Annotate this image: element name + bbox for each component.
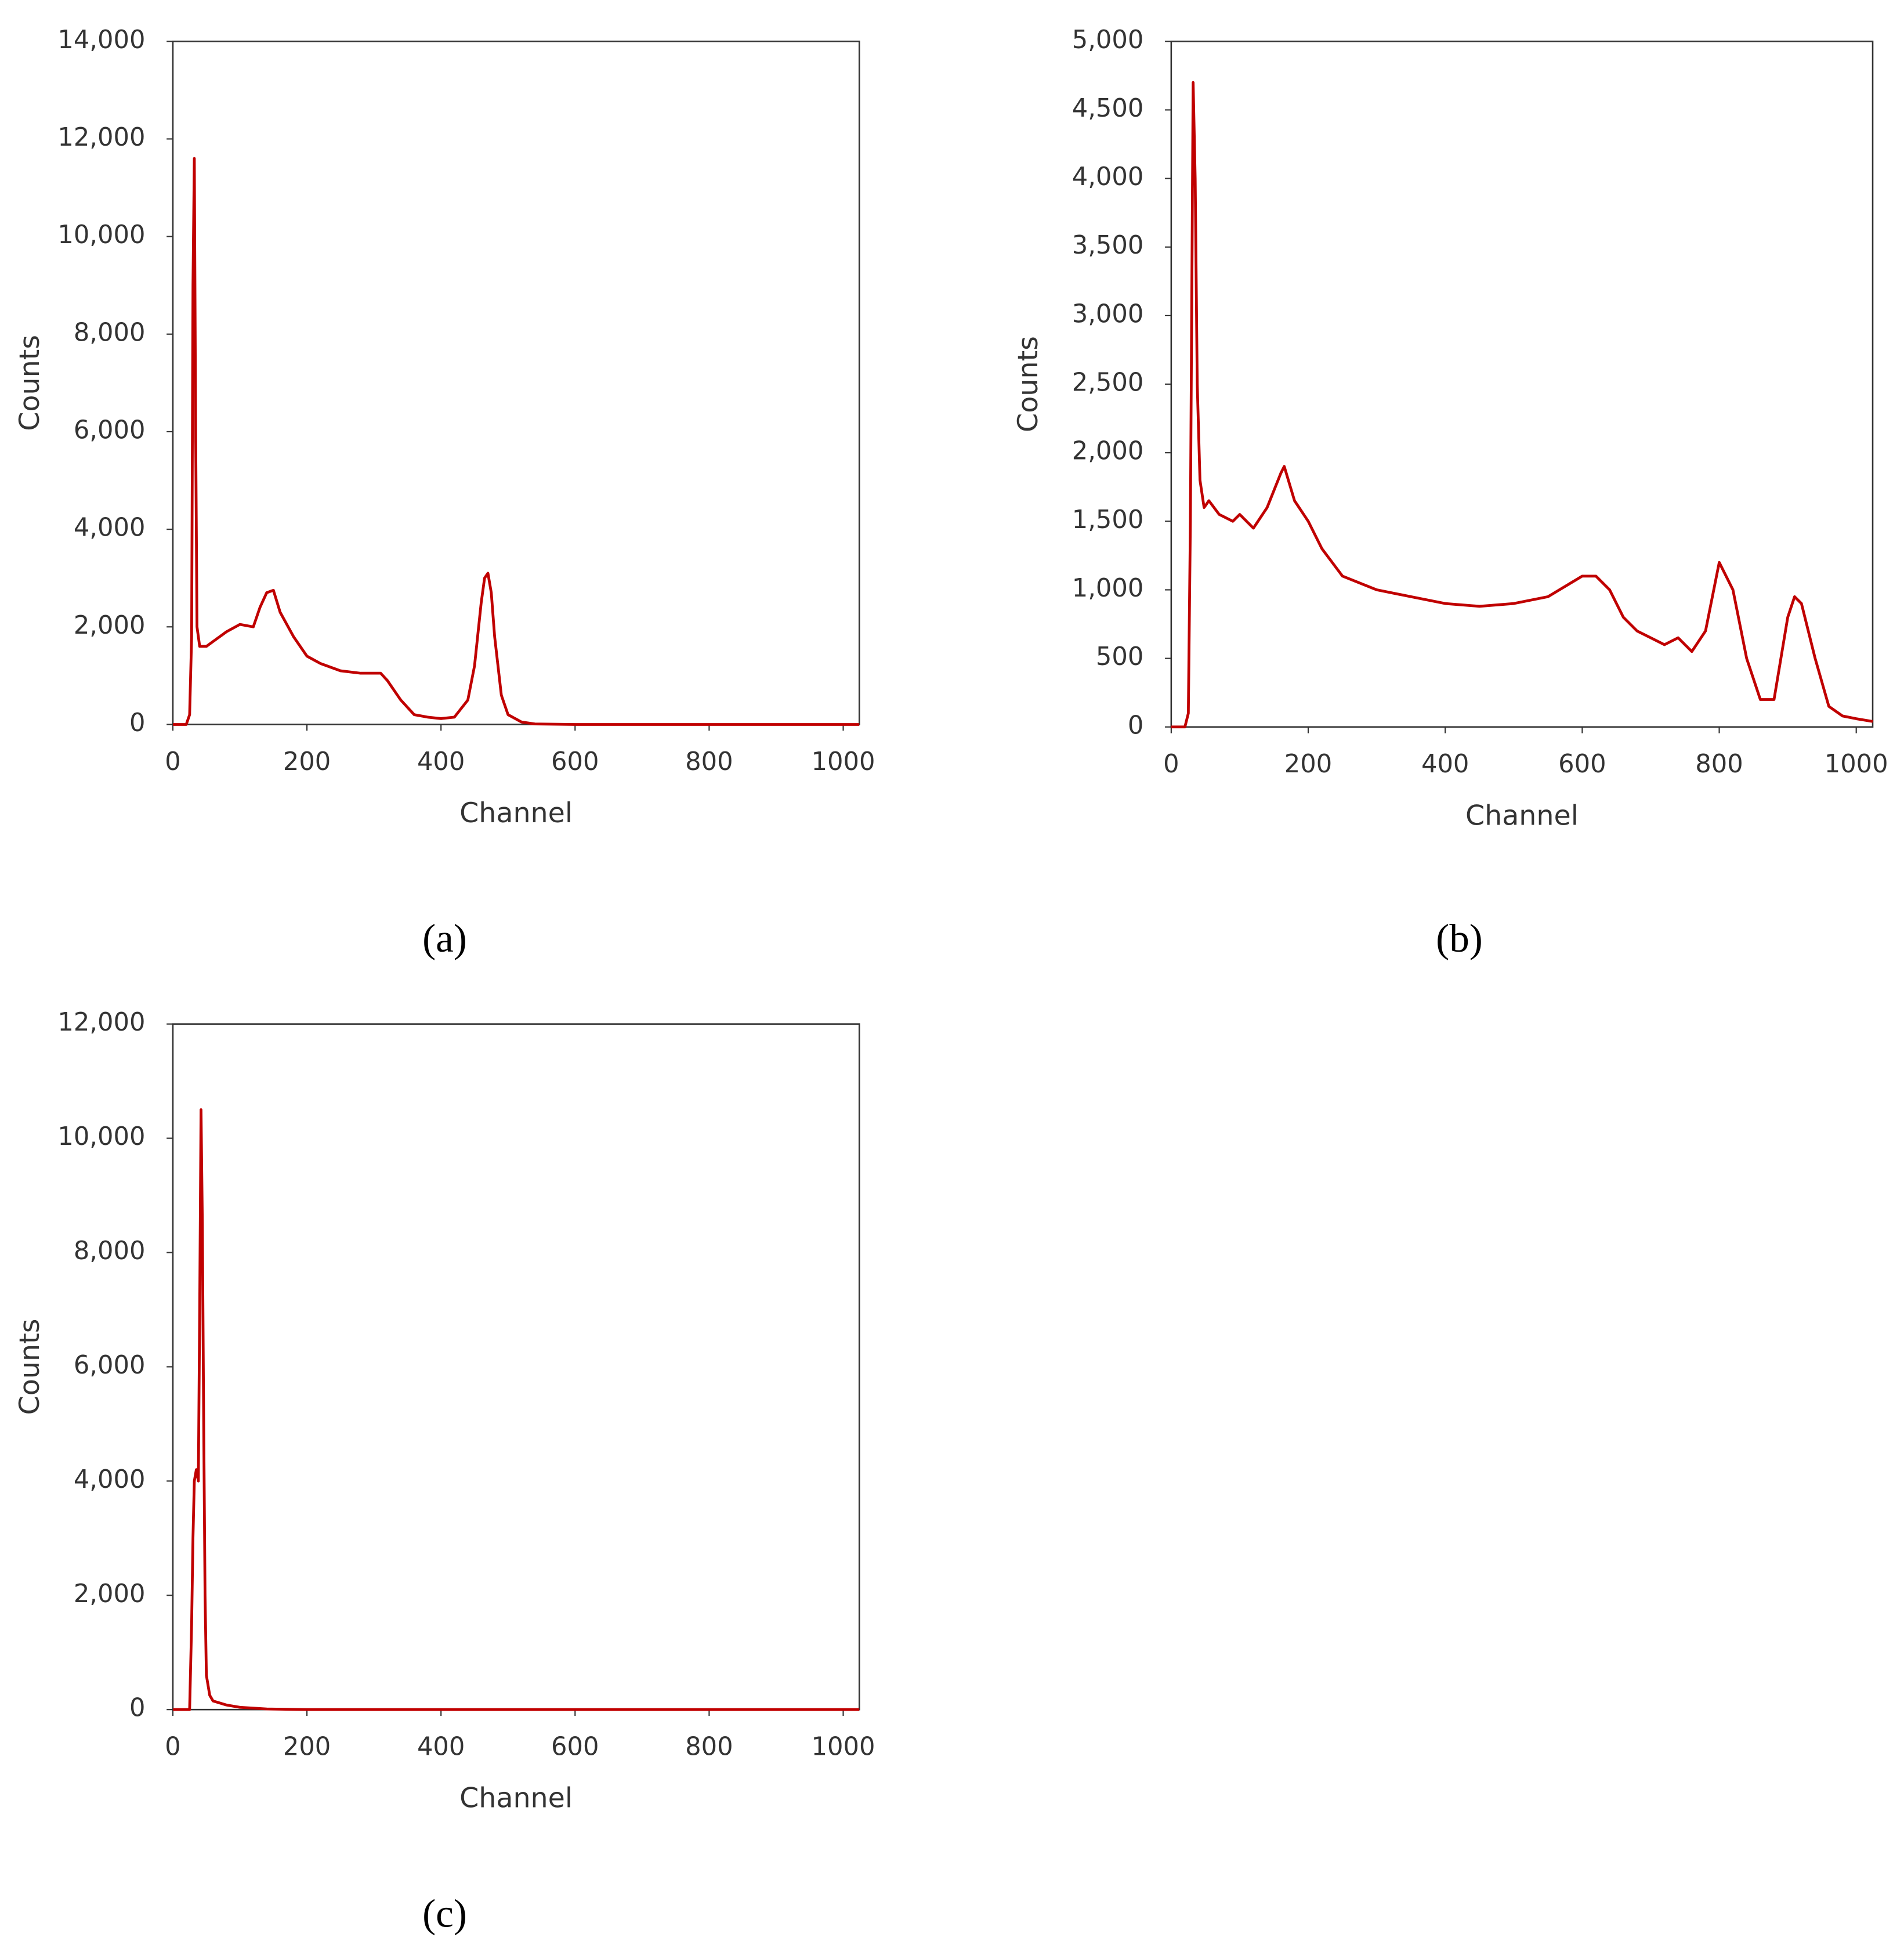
y-tick-label: 2,000: [1072, 437, 1144, 466]
y-tick-label: 0: [129, 1694, 145, 1723]
y-tick-label: 4,000: [74, 1465, 146, 1494]
y-tick-label: 14,000: [57, 26, 145, 55]
y-tick-label: 10,000: [57, 1122, 145, 1151]
x-tick-label: 400: [417, 1733, 465, 1762]
plot-frame: [1170, 40, 1874, 728]
y-tick-label: 12,000: [57, 1008, 145, 1037]
x-tick-label: 0: [1163, 750, 1179, 779]
x-tick-label: 400: [417, 747, 465, 776]
x-tick-label: 200: [283, 747, 331, 776]
y-tick-label: 3,000: [1072, 299, 1144, 328]
y-tick-label: 4,000: [74, 514, 146, 543]
data-line: [172, 1108, 860, 1711]
y-tick-label: 500: [1096, 642, 1143, 671]
y-tick-label: 2,500: [1072, 368, 1144, 397]
y-tick-label: 0: [1128, 711, 1143, 740]
x-tick-label: 200: [1284, 750, 1332, 779]
x-tick-label: 0: [165, 747, 180, 776]
panel-label: (a): [422, 916, 467, 960]
y-tick-label: 8,000: [74, 1237, 146, 1266]
y-tick-label: 3,500: [1072, 231, 1144, 260]
data-line: [1171, 81, 1873, 729]
x-tick-label: 800: [685, 747, 733, 776]
y-tick-label: 8,000: [74, 318, 146, 347]
y-tick-label: 1,500: [1072, 505, 1144, 534]
y-tick-label: 1,000: [1072, 574, 1144, 603]
y-tick-label: 4,000: [1072, 162, 1144, 191]
x-tick-label: 0: [165, 1733, 180, 1762]
y-tick-label: 12,000: [57, 123, 145, 152]
x-tick-label: 600: [1558, 750, 1606, 779]
x-tick-label: 1000: [1825, 750, 1888, 779]
y-tick-label: 0: [129, 709, 145, 738]
x-tick-label: 600: [551, 1733, 599, 1762]
x-tick-label: 200: [283, 1733, 331, 1762]
x-tick-label: 800: [1695, 750, 1743, 779]
x-tick-label: 600: [551, 747, 599, 776]
y-tick-label: 2,000: [74, 1580, 146, 1609]
y-tick-label: 6,000: [74, 415, 146, 444]
x-axis-title: Channel: [459, 797, 573, 829]
data-line: [172, 157, 860, 726]
y-axis-title: Counts: [14, 335, 46, 431]
x-tick-label: 800: [685, 1733, 733, 1762]
y-tick-label: 4,500: [1072, 94, 1144, 123]
x-tick-label: 1000: [812, 747, 875, 776]
x-axis-title: Channel: [459, 1783, 573, 1815]
panel-label: (b): [1436, 916, 1483, 960]
plot-frame: [172, 1023, 860, 1711]
x-tick-label: 400: [1421, 750, 1469, 779]
x-tick-label: 1000: [812, 1733, 875, 1762]
y-axis-title: Counts: [1012, 336, 1044, 432]
y-tick-label: 2,000: [74, 611, 146, 640]
y-tick-label: 6,000: [74, 1351, 146, 1380]
y-tick-label: 5,000: [1072, 26, 1144, 55]
y-axis-title: Counts: [14, 1319, 46, 1415]
panel-label: (c): [422, 1891, 467, 1936]
x-axis-title: Channel: [1465, 800, 1579, 832]
y-tick-label: 10,000: [57, 221, 145, 250]
plot-frame: [172, 40, 860, 725]
